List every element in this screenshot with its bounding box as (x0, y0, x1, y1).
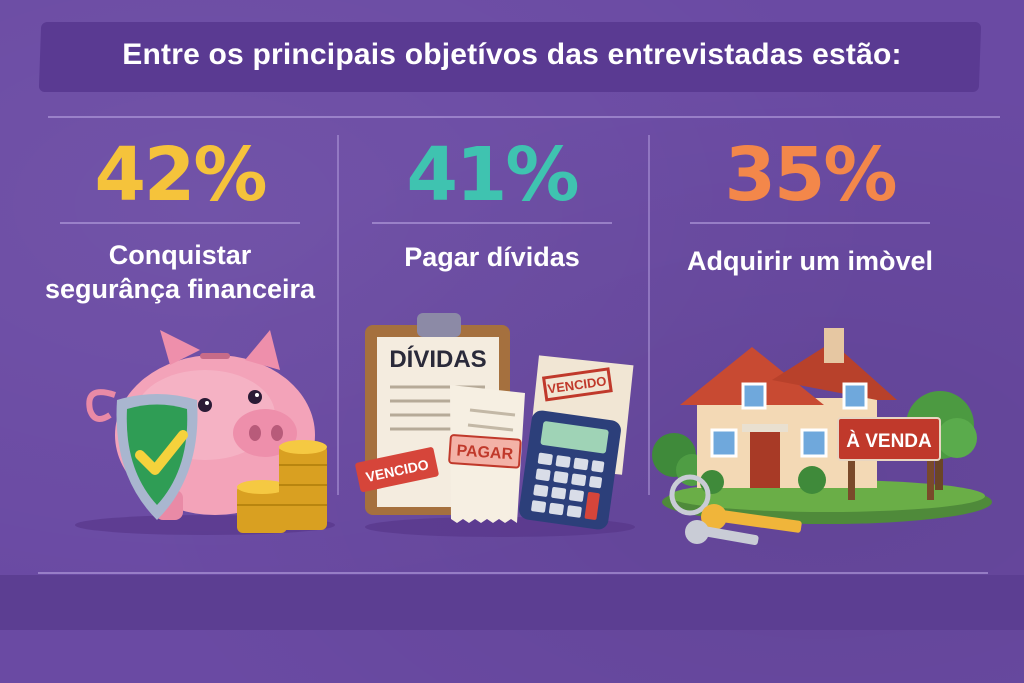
stat-percent-1: 42% (94, 132, 267, 218)
header-divider (48, 116, 1000, 118)
column-divider-2 (648, 135, 650, 495)
stat-label-1-line1: Conquistar (108, 240, 252, 270)
clipboard-title: DÍVIDAS (389, 345, 486, 373)
stat-label-2: Pagar dívidas (404, 242, 580, 272)
calculator-icon (519, 410, 621, 530)
column-divider-1 (337, 135, 339, 495)
stat-percent-3: 35% (724, 132, 897, 218)
stat-divider-2 (372, 222, 612, 224)
stat-percent-2: 41% (406, 132, 579, 218)
stamp-pagar: PAGAR (456, 442, 514, 463)
stat-label-1: Conquistar segurânça financeira (20, 238, 340, 306)
piggy-bank-illustration (75, 330, 335, 535)
page-title: Entre os principais objetívos das entrev… (122, 38, 902, 71)
coin-stack-icon (237, 440, 327, 533)
stat-label-1-line2: segurânça financeira (44, 274, 316, 304)
stat-label-3: Adquirir um imòvel (686, 246, 934, 276)
footer-divider (38, 572, 988, 574)
footer-band (0, 575, 1024, 630)
shield-check-icon (116, 394, 198, 520)
sale-sign-text: À VENDA (846, 430, 932, 452)
stat-divider-3 (690, 222, 930, 224)
house-for-sale-illustration: À VENDA (652, 328, 992, 545)
stat-divider-1 (60, 222, 300, 224)
keys-icon (669, 474, 802, 545)
debt-documents-illustration: DÍVIDAS VENCIDO PAGAR VENCIDO (355, 313, 635, 537)
